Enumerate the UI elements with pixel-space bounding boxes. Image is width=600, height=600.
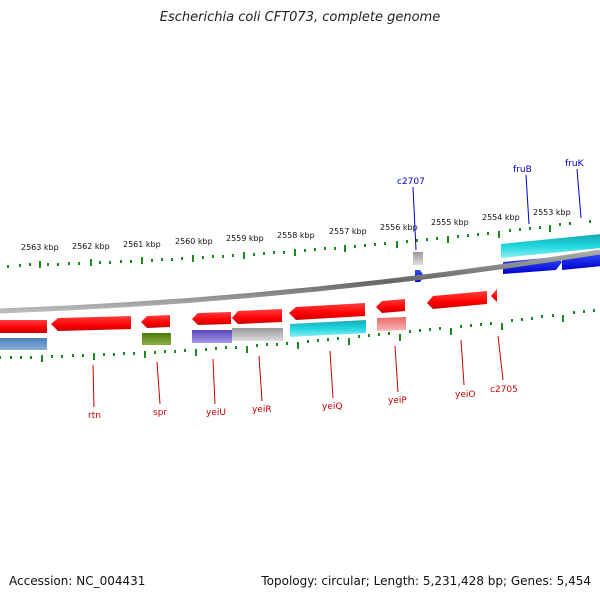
- scale-label: 2560 kbp: [175, 237, 213, 246]
- spr-feature[interactable]: [142, 333, 171, 345]
- gene-label-spr[interactable]: spr: [153, 408, 167, 418]
- yeiU-gene[interactable]: [192, 312, 231, 325]
- scale-label: 2563 kbp: [21, 243, 59, 252]
- gene-arrow[interactable]: [0, 320, 47, 333]
- spr-gene[interactable]: [141, 315, 170, 328]
- fruB-feature[interactable]: [501, 234, 600, 258]
- accession-label: Accession: NC_004431: [9, 574, 146, 588]
- label-leaders: [92, 168, 582, 408]
- yeiQ-feature[interactable]: [290, 320, 366, 337]
- c2705-gene[interactable]: [491, 289, 497, 302]
- upper-scale-ticks: [7, 220, 591, 268]
- yeiO-gene[interactable]: [427, 291, 487, 309]
- gene-label-yeiP[interactable]: yeiP: [388, 396, 407, 406]
- gene-label-rtn[interactable]: rtn: [88, 411, 101, 421]
- yeiP-feature[interactable]: [377, 317, 406, 331]
- gene-label-yeiO[interactable]: yeiO: [455, 390, 475, 400]
- scale-label: 2559 kbp: [226, 234, 264, 243]
- c2707-feature[interactable]: [413, 252, 423, 265]
- reverse-strand-genes: [0, 289, 497, 350]
- yeiP-gene[interactable]: [376, 299, 405, 313]
- gene-label-c2705[interactable]: c2705: [490, 385, 518, 395]
- scale-labels: 2563 kbp 2562 kbp 2561 kbp 2560 kbp 2559…: [21, 208, 571, 252]
- yeiQ-gene[interactable]: [289, 303, 365, 320]
- scale-label: 2556 kbp: [380, 223, 418, 232]
- scale-label: 2558 kbp: [277, 231, 315, 240]
- gene-label-c2707[interactable]: c2707: [397, 177, 425, 187]
- genome-summary: Topology: circular; Length: 5,231,428 bp…: [261, 574, 591, 588]
- gene-label-fruB[interactable]: fruB: [513, 165, 532, 175]
- genome-backbone: [0, 249, 600, 314]
- yeiU-feature[interactable]: [192, 330, 232, 343]
- lower-scale-ticks: [0, 309, 595, 362]
- yeiR-gene[interactable]: [232, 309, 282, 324]
- gene-label-fruK[interactable]: fruK: [565, 159, 585, 169]
- scale-label: 2561 kbp: [123, 240, 161, 249]
- map-title: Escherichia coli CFT073, complete genome: [159, 10, 441, 25]
- scale-label: 2555 kbp: [431, 218, 469, 227]
- yeiR-feature[interactable]: [232, 328, 283, 341]
- rtn-gene[interactable]: [51, 316, 131, 331]
- gene-label-yeiU[interactable]: yeiU: [206, 408, 226, 418]
- gene-feature[interactable]: [0, 338, 47, 350]
- gene-label-yeiR[interactable]: yeiR: [252, 405, 272, 415]
- scale-label: 2562 kbp: [72, 242, 110, 251]
- scale-label: 2553 kbp: [533, 208, 571, 217]
- gene-label-yeiQ[interactable]: yeiQ: [322, 402, 342, 412]
- gene-labels: c2707 fruB fruK rtn spr yeiU yeiR yeiQ y…: [88, 159, 585, 421]
- scale-label: 2554 kbp: [482, 213, 520, 222]
- scale-label: 2557 kbp: [329, 227, 367, 236]
